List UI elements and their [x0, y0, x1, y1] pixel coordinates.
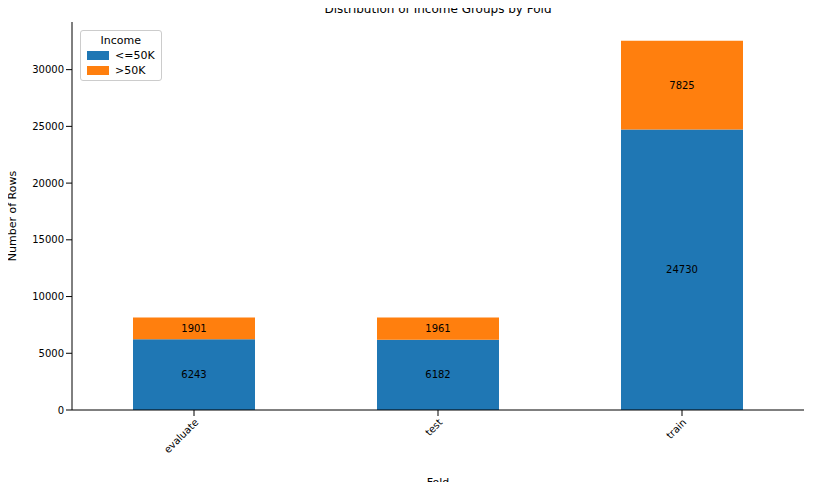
svg-text:10000: 10000	[32, 291, 64, 302]
html-text:Distribution of Income Groups: Distribution of Income Groups by Fold	[324, 2, 552, 16]
svg-text:25000: 25000	[32, 121, 64, 132]
svg-text:15000: 15000	[32, 234, 64, 245]
svg-text:Number of Rows: Number of Rows	[8, 171, 19, 262]
svg-text:0: 0	[58, 405, 64, 416]
svg-text:5000: 5000	[39, 348, 64, 359]
html-text:>50K: >50K	[115, 64, 146, 77]
svg-text:7825: 7825	[669, 80, 694, 91]
svg-text:6182: 6182	[425, 369, 450, 380]
svg-text:evaluate: evaluate	[162, 417, 201, 456]
html-text:<=50K: <=50K	[115, 49, 155, 62]
svg-text:24730: 24730	[666, 264, 698, 275]
svg-text:Fold: Fold	[427, 476, 450, 482]
svg-text:30000: 30000	[32, 64, 64, 75]
html-text:Income: Income	[100, 34, 142, 47]
svg-text:1961: 1961	[425, 323, 450, 334]
svg-text:1901: 1901	[181, 323, 206, 334]
svg-text:train: train	[664, 417, 688, 441]
svg-text:20000: 20000	[32, 178, 64, 189]
svg-text:6243: 6243	[181, 369, 206, 380]
svg-text:test: test	[423, 417, 444, 438]
